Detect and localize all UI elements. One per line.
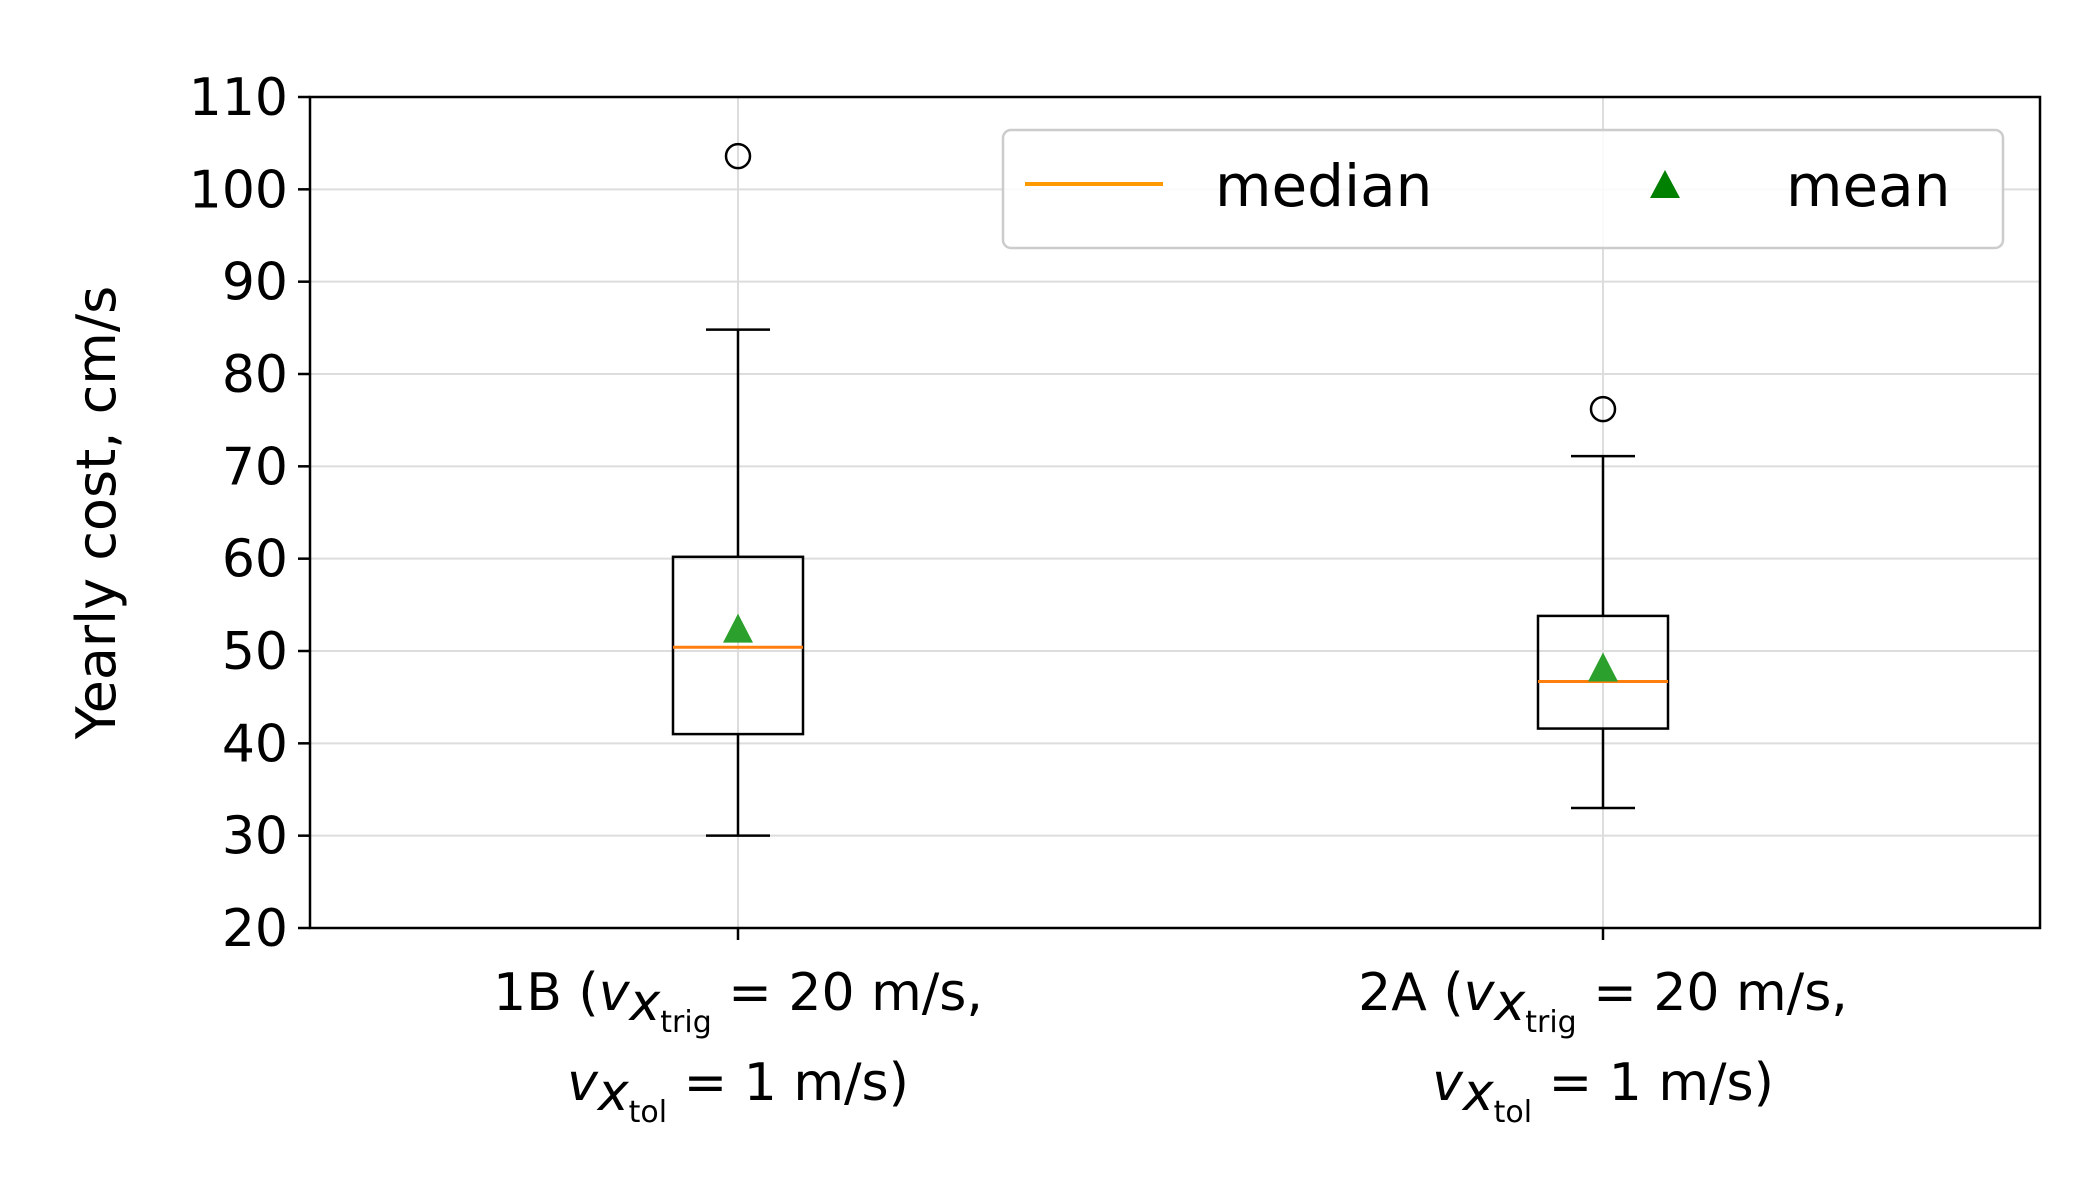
category-label-line2: vxtol = 1 m/s)	[1432, 1053, 1774, 1130]
y-tick-label: 70	[222, 437, 288, 497]
y-axis-label: Yearly cost, cm/s	[65, 286, 128, 740]
legend-median-label: median	[1215, 152, 1432, 220]
y-tick-label: 30	[222, 807, 288, 867]
legend-mean-swatch	[1650, 170, 1680, 198]
category-label-line1: 1B (vxtrig = 20 m/s,	[493, 963, 983, 1040]
y-tick-label: 20	[222, 899, 288, 959]
outlier-point	[724, 142, 752, 170]
y-tick-label: 100	[189, 160, 288, 220]
legend: median mean	[1001, 128, 2005, 250]
box-layer	[671, 142, 1670, 837]
y-tick-label: 80	[222, 345, 288, 405]
category-label-line2: vxtol = 1 m/s)	[567, 1053, 909, 1130]
plot-frame	[308, 95, 2042, 930]
iqr-box	[671, 555, 805, 736]
mean-marker	[1588, 652, 1618, 682]
outlier-point	[1589, 395, 1617, 423]
iqr-box	[1536, 614, 1670, 730]
y-tick-label: 50	[222, 622, 288, 682]
legend-box	[1001, 128, 2005, 250]
y-tick-label: 110	[189, 68, 288, 128]
y-tick-label: 90	[222, 253, 288, 313]
tick-layer: 20 30 40 50 60 70 80 90 100 110 1B (vxtrig = 20 m/…	[189, 68, 1848, 1130]
category-label-line1: 2A (vxtrig = 20 m/s,	[1358, 963, 1848, 1040]
y-tick-label: 60	[222, 530, 288, 590]
legend-mean-label: mean	[1786, 152, 1950, 220]
y-tick-label: 40	[222, 714, 288, 774]
mean-marker	[723, 613, 753, 643]
